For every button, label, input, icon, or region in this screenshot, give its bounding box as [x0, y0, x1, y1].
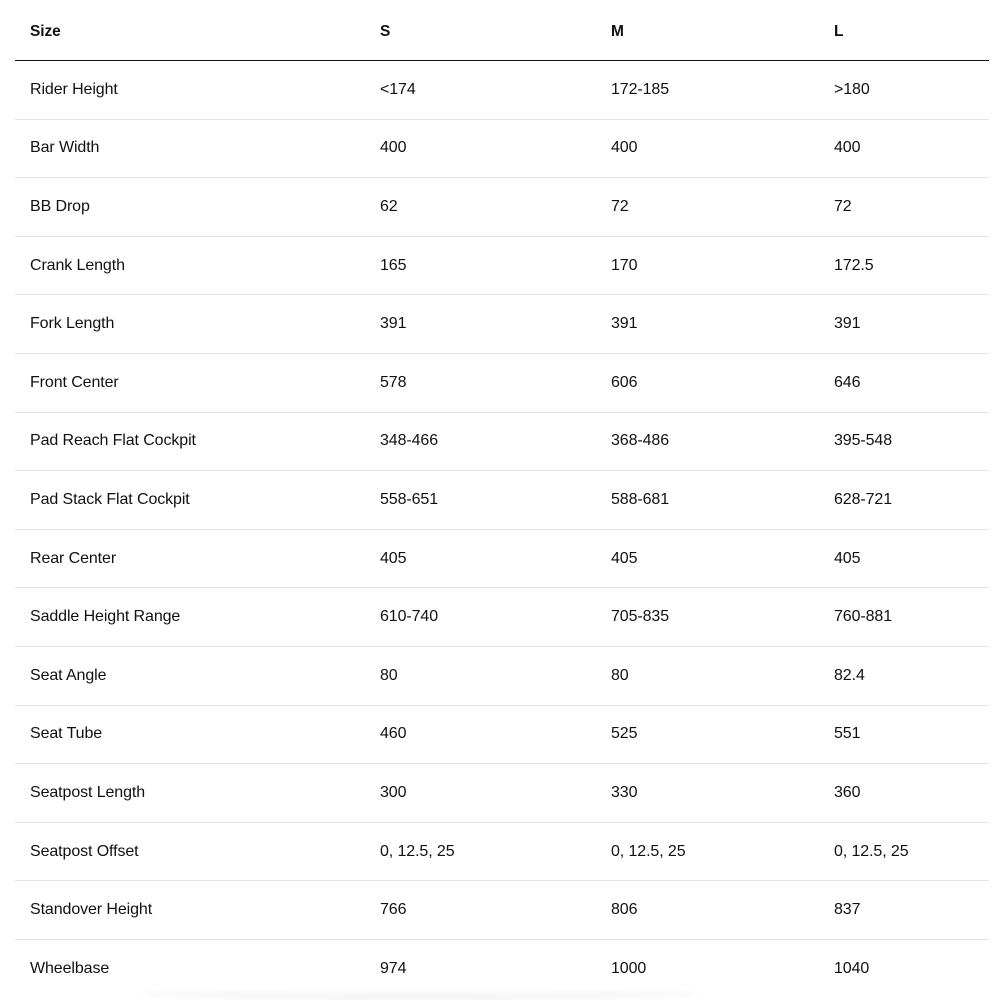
cell-label: Seatpost Offset [30, 842, 139, 860]
cell-m: 588-681 [611, 490, 670, 508]
cell-l: 400 [834, 139, 861, 157]
cell-m: 330 [611, 783, 638, 801]
cell-m: 405 [611, 549, 638, 567]
cell-s: 610-740 [380, 608, 439, 626]
cell-m: 368-486 [611, 432, 670, 450]
table-row: Wheelbase 974 1000 1040 [15, 940, 989, 999]
cell-l: 72 [834, 197, 852, 215]
cell-label: Rider Height [30, 80, 118, 98]
cell-l: 760-881 [834, 608, 893, 626]
header-m: M [611, 23, 624, 40]
cell-l: 628-721 [834, 490, 893, 508]
table-row: Pad Reach Flat Cockpit 348-466 368-486 395-… [15, 413, 989, 472]
cell-m: 0, 12.5, 25 [611, 842, 686, 860]
header-l: L [834, 23, 844, 40]
table-row: Seat Angle 80 80 82.4 [15, 647, 989, 706]
cell-label: Saddle Height Range [30, 608, 181, 626]
cell-label: Standover Height [30, 901, 153, 919]
table-row: Pad Stack Flat Cockpit 558-651 588-681 628-… [15, 471, 989, 530]
geometry-size-table: Size S M L Rider Height <174 172-185 >180 Ba… [15, 0, 989, 999]
cell-m: 705-835 [611, 608, 670, 626]
cell-label: BB Drop [30, 197, 90, 215]
cell-l: 646 [834, 373, 861, 391]
cell-s: 558-651 [380, 490, 439, 508]
scroll-shadow [140, 988, 700, 1000]
cell-m: 400 [611, 139, 638, 157]
cell-label: Pad Reach Flat Cockpit [30, 432, 196, 450]
cell-m: 1000 [611, 960, 647, 978]
cell-s: 391 [380, 315, 407, 333]
cell-label: Seatpost Length [30, 783, 146, 801]
table-row: BB Drop 62 72 72 [15, 178, 989, 237]
cell-l: 82.4 [834, 666, 865, 684]
cell-s: 460 [380, 725, 407, 743]
cell-m: 391 [611, 315, 638, 333]
cell-l: 172.5 [834, 256, 874, 274]
cell-s: 400 [380, 139, 407, 157]
cell-label: Seat Angle [30, 666, 107, 684]
table-row: Rear Center 405 405 405 [15, 530, 989, 589]
cell-l: 360 [834, 783, 861, 801]
cell-l: 405 [834, 549, 861, 567]
header-s: S [380, 23, 391, 40]
cell-label: Fork Length [30, 315, 115, 333]
cell-s: 62 [380, 197, 398, 215]
cell-s: <174 [380, 80, 416, 98]
cell-s: 165 [380, 256, 407, 274]
table-row: Crank Length 165 170 172.5 [15, 237, 989, 296]
cell-s: 405 [380, 549, 407, 567]
cell-s: 80 [380, 666, 398, 684]
cell-s: 578 [380, 373, 407, 391]
table-row: Seat Tube 460 525 551 [15, 706, 989, 765]
cell-s: 974 [380, 960, 407, 978]
cell-s: 300 [380, 783, 407, 801]
cell-l: 395-548 [834, 432, 893, 450]
table-header-row: Size S M L [15, 0, 989, 61]
table-row: Seatpost Offset 0, 12.5, 25 0, 12.5, 25 0, … [15, 823, 989, 882]
cell-m: 80 [611, 666, 629, 684]
cell-label: Front Center [30, 373, 119, 391]
cell-m: 806 [611, 901, 638, 919]
cell-l: 551 [834, 725, 861, 743]
table-row: Front Center 578 606 646 [15, 354, 989, 413]
cell-label: Seat Tube [30, 725, 103, 743]
cell-label: Crank Length [30, 256, 125, 274]
cell-m: 170 [611, 256, 638, 274]
cell-s: 348-466 [380, 432, 439, 450]
cell-label: Pad Stack Flat Cockpit [30, 490, 190, 508]
header-size: Size [30, 23, 61, 40]
cell-l: 0, 12.5, 25 [834, 842, 909, 860]
table-row: Fork Length 391 391 391 [15, 295, 989, 354]
cell-l: >180 [834, 80, 870, 98]
cell-m: 606 [611, 373, 638, 391]
cell-m: 172-185 [611, 80, 670, 98]
table-row: Saddle Height Range 610-740 705-835 760-881 [15, 588, 989, 647]
cell-l: 837 [834, 901, 861, 919]
table-row: Seatpost Length 300 330 360 [15, 764, 989, 823]
cell-label: Bar Width [30, 139, 100, 157]
cell-label: Rear Center [30, 549, 117, 567]
cell-m: 525 [611, 725, 638, 743]
table-row: Bar Width 400 400 400 [15, 120, 989, 179]
cell-label: Wheelbase [30, 960, 110, 978]
cell-m: 72 [611, 197, 629, 215]
cell-s: 766 [380, 901, 407, 919]
cell-s: 0, 12.5, 25 [380, 842, 455, 860]
cell-l: 1040 [834, 960, 870, 978]
table-row: Standover Height 766 806 837 [15, 881, 989, 940]
cell-l: 391 [834, 315, 861, 333]
table-row: Rider Height <174 172-185 >180 [15, 61, 989, 120]
